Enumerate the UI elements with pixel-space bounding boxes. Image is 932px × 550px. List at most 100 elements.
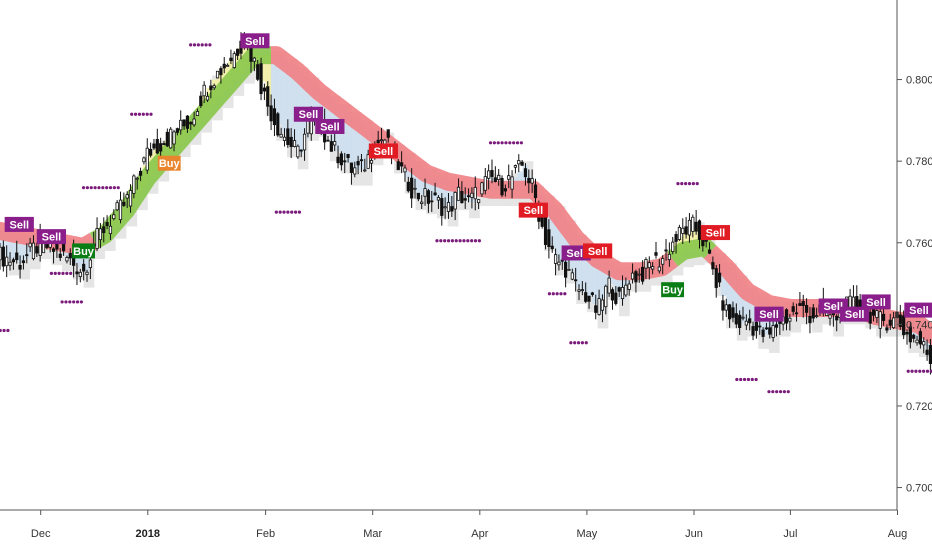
band-fill-segment xyxy=(742,285,748,323)
band-fill xyxy=(0,38,932,357)
dot-marker xyxy=(504,141,508,145)
signal-box xyxy=(518,202,548,218)
y-tick-label: 0.80000 xyxy=(906,75,932,87)
candle-body xyxy=(888,319,892,326)
candle-body xyxy=(456,186,461,201)
dot-marker xyxy=(778,390,783,394)
candle-body xyxy=(520,161,524,166)
candle-body xyxy=(269,105,273,122)
dot-marker xyxy=(918,369,922,373)
candle-body xyxy=(379,139,384,142)
consolidation-zones xyxy=(8,34,932,374)
candle-body xyxy=(11,259,15,263)
candle-body xyxy=(82,263,86,272)
candle-body xyxy=(236,48,240,56)
dot-marker xyxy=(61,271,65,275)
candle-body xyxy=(724,304,728,311)
signal-text: Sell xyxy=(588,246,608,258)
dot-marker xyxy=(290,210,294,214)
band-fill-segment xyxy=(602,262,609,298)
candle-body xyxy=(132,175,136,194)
dot-marker xyxy=(454,239,458,243)
candle-body xyxy=(697,220,702,240)
candle-body xyxy=(296,145,300,158)
dot-marker xyxy=(75,300,80,304)
candle-body xyxy=(65,257,69,262)
candle-body xyxy=(142,157,146,163)
candle-body xyxy=(717,272,722,283)
signal-text: Buy xyxy=(73,246,95,258)
band-fill-segment xyxy=(319,91,325,121)
candle-body xyxy=(594,305,598,313)
band-fill-segment xyxy=(747,291,754,321)
candle-body xyxy=(828,314,832,319)
candle-body xyxy=(547,229,551,247)
band-fill-segment xyxy=(270,55,277,113)
band-fill-segment xyxy=(0,230,4,255)
dot-marker xyxy=(473,239,478,243)
candle-body xyxy=(751,326,755,336)
candle-body xyxy=(363,169,367,172)
candle-body xyxy=(721,300,725,311)
candle-body xyxy=(523,168,528,178)
band-fill-segment xyxy=(592,253,599,304)
candle-body xyxy=(138,170,143,176)
candle-body xyxy=(279,133,283,138)
dot-marker xyxy=(112,186,116,190)
candle-body xyxy=(343,160,347,163)
signal-box xyxy=(157,155,181,171)
candle-body xyxy=(31,242,36,260)
candle-body xyxy=(272,108,277,126)
signal-text: Sell xyxy=(845,309,865,321)
candle-body xyxy=(15,252,19,261)
candle-body xyxy=(433,192,437,196)
candle-body xyxy=(466,195,471,198)
candle-body xyxy=(169,128,173,149)
candle-body xyxy=(527,177,531,184)
candle-body xyxy=(333,141,337,146)
dot-marker xyxy=(569,341,573,345)
candle-body xyxy=(734,313,738,325)
signal-box xyxy=(904,302,932,318)
band-fill-segment xyxy=(619,271,625,300)
dot-marker xyxy=(53,271,57,275)
candle-body xyxy=(179,119,183,131)
candle-body xyxy=(51,248,56,252)
candle-body xyxy=(627,283,631,290)
band-fill-segment xyxy=(260,55,267,82)
dot-marker xyxy=(922,369,926,373)
candle-body xyxy=(477,199,481,204)
candle-body xyxy=(202,84,206,97)
candle-body xyxy=(647,262,651,269)
dot-marker xyxy=(914,369,918,373)
candle-body xyxy=(483,176,487,191)
candle-body xyxy=(748,318,752,324)
candle-body xyxy=(329,141,333,152)
x-tick-label: Dec xyxy=(31,528,51,540)
band-fill-segment xyxy=(308,81,315,125)
dot-marker xyxy=(695,182,699,186)
signal-text: Sell xyxy=(759,309,779,321)
candle-body xyxy=(587,295,591,302)
candle-body xyxy=(661,258,665,265)
band-fill-segment xyxy=(431,175,438,200)
dot-marker xyxy=(72,300,76,304)
dot-marker xyxy=(508,141,512,145)
candle-body xyxy=(557,261,561,266)
candle-body xyxy=(768,327,772,335)
signal-box xyxy=(4,216,34,232)
band-fill-segment xyxy=(447,181,454,211)
candle-body xyxy=(513,165,518,168)
dot-marker xyxy=(492,141,496,145)
candle-body xyxy=(403,167,407,173)
candle-body xyxy=(654,252,658,256)
candle-body xyxy=(28,242,32,248)
dot-marker xyxy=(49,271,54,275)
candle-body xyxy=(21,260,26,264)
candle-body xyxy=(503,188,507,192)
dot-marker xyxy=(0,328,2,333)
band-fill-segment xyxy=(688,228,695,250)
band-fill-segment xyxy=(731,273,738,319)
band-fill-segment xyxy=(8,232,15,260)
